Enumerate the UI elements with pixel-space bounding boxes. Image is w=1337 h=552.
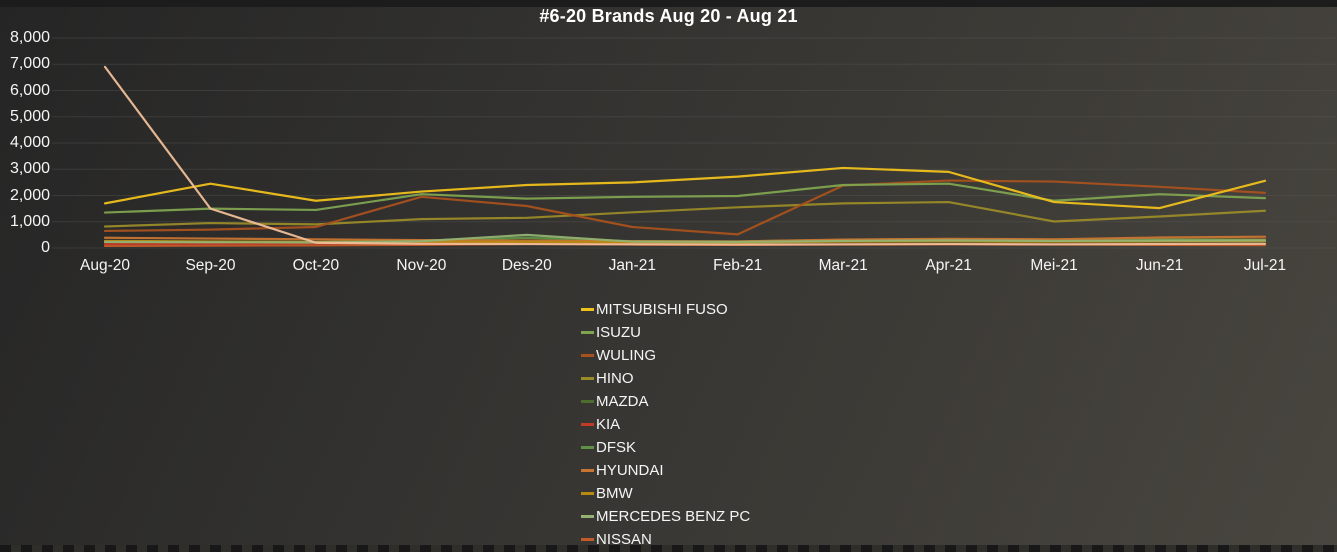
x-tick-label: Des-20 [501,257,552,274]
x-tick-label: Oct-20 [292,257,340,274]
legend-item-wuling[interactable]: WULING [581,344,750,367]
legend-label: HINO [596,370,634,387]
x-tick-label: Aug-20 [80,257,130,274]
legend-line-swatch [581,354,594,357]
x-tick-label: Jul-21 [1243,257,1287,274]
x-tick-label: Apr-21 [925,257,972,274]
legend-label: DFSK [596,439,637,456]
legend-label: WULING [596,347,656,364]
legend-label: MERCEDES BENZ PC [596,508,751,525]
legend-label: HYUNDAI [596,462,664,479]
legend-label: BMW [596,485,633,502]
x-tick-label: Nov-20 [396,257,447,274]
x-tick-label: Feb-21 [713,257,763,274]
legend-label: NISSAN [596,531,652,548]
y-tick-label: 1,000 [9,212,50,230]
legend-item-mazda[interactable]: MAZDA [581,390,750,413]
legend-item-nissan[interactable]: NISSAN [581,528,750,551]
legend[interactable]: MITSUBISHI FUSO ISUZU WULING HINO MAZDA KIA DF… [581,298,750,551]
series-line-mercedes-benz-pc[interactable] [103,233,1267,244]
series-line-isuzu[interactable] [103,182,1267,214]
legend-item-bmw[interactable]: BMW [581,482,750,505]
series-line--unlabeled-legend-cut-off-below-image-[interactable] [103,65,1267,246]
legend-item-mitsubishi-fuso[interactable]: MITSUBISHI FUSO [581,298,750,321]
top-edge-strip [0,0,1337,7]
legend-line-swatch [581,515,594,518]
legend-label: MITSUBISHI FUSO [596,301,728,318]
y-tick-label: 8,000 [9,29,50,46]
legend-item-isuzu[interactable]: ISUZU [581,321,750,344]
x-tick-label: Mar-21 [818,257,868,274]
x-tick-label: Jun-21 [1135,257,1184,274]
series-line-wuling[interactable] [103,179,1267,236]
x-tick-label: Jan-21 [608,257,656,274]
legend-label: ISUZU [596,324,641,341]
legend-line-swatch [581,538,594,541]
legend-line-swatch [581,308,594,311]
series-line-hino[interactable] [103,200,1267,228]
bottom-edge-strip [0,545,1337,552]
legend-line-swatch [581,331,594,334]
y-tick-label: 7,000 [9,55,50,73]
x-tick-label: Mei-21 [1030,257,1078,274]
legend-line-swatch [581,377,594,380]
legend-label: MAZDA [596,393,649,410]
legend-line-swatch [581,423,594,426]
y-tick-label: 5,000 [9,107,50,125]
legend-item-mercedes-benz-pc[interactable]: MERCEDES BENZ PC [581,505,750,528]
y-tick-label: 2,000 [9,186,50,204]
legend-line-swatch [581,492,594,495]
legend-item-kia[interactable]: KIA [581,413,750,436]
legend-item-dfsk[interactable]: DFSK [581,436,750,459]
series-line-mitsubishi-fuso[interactable] [103,166,1267,210]
y-tick-label: 3,000 [9,160,50,178]
legend-line-swatch [581,469,594,472]
legend-line-swatch [581,400,594,403]
chart-title[interactable]: #6-20 Brands Aug 20 - Aug 21 [539,6,798,26]
y-tick-label: 0 [41,239,50,256]
legend-line-swatch [581,446,594,449]
legend-item-hyundai[interactable]: HYUNDAI [581,459,750,482]
y-tick-label: 6,000 [9,81,50,99]
y-tick-label: 4,000 [9,134,50,151]
x-tick-label: Sep-20 [185,257,236,274]
legend-item-hino[interactable]: HINO [581,367,750,390]
legend-label: KIA [596,416,621,433]
